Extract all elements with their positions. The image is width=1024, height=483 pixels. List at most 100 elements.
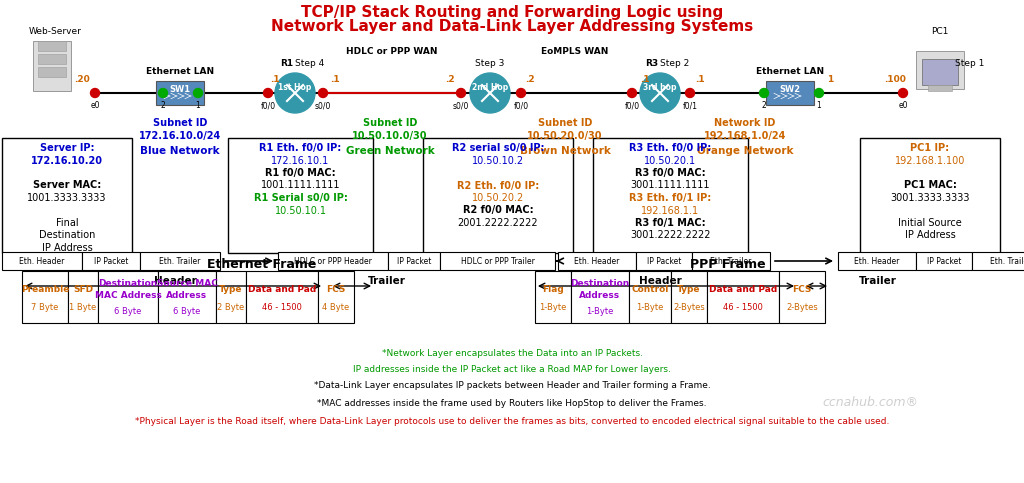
Text: Destination: Destination: [39, 230, 95, 241]
Text: 3001.1111.1111: 3001.1111.1111: [631, 181, 711, 190]
Circle shape: [628, 88, 637, 98]
Bar: [156, 81, 204, 105]
Text: 1001.3333.3333: 1001.3333.3333: [28, 193, 106, 203]
Text: IP Packet: IP Packet: [647, 256, 681, 266]
Text: .100: .100: [884, 75, 906, 85]
Text: Eth. Trailer: Eth. Trailer: [711, 256, 752, 266]
Text: Eth. Header: Eth. Header: [574, 256, 620, 266]
Bar: [38, 41, 66, 51]
Text: Subnet ID: Subnet ID: [153, 118, 207, 128]
Text: Orange Network: Orange Network: [696, 146, 794, 156]
Circle shape: [194, 88, 203, 98]
Bar: [2, 138, 132, 253]
Text: Destination: Destination: [98, 280, 158, 288]
Text: EoMPLS WAN: EoMPLS WAN: [542, 46, 608, 56]
Text: 2-Bytes: 2-Bytes: [786, 303, 818, 312]
Text: 10.50.10.2: 10.50.10.2: [472, 156, 524, 166]
Text: 1-Byte: 1-Byte: [540, 303, 566, 312]
Text: 10.50.10.0/30: 10.50.10.0/30: [352, 131, 428, 141]
Text: Trailer: Trailer: [368, 276, 406, 286]
Circle shape: [685, 88, 694, 98]
Text: 192.168.1.1: 192.168.1.1: [641, 205, 699, 215]
Circle shape: [898, 88, 907, 98]
Text: HDLC or PPP Trailer: HDLC or PPP Trailer: [461, 256, 535, 266]
Text: Brown Network: Brown Network: [519, 146, 610, 156]
Bar: [838, 252, 916, 270]
Text: FCS: FCS: [327, 284, 346, 294]
Text: Subnet ID: Subnet ID: [362, 118, 417, 128]
Circle shape: [275, 73, 315, 113]
Text: 172.16.10.1: 172.16.10.1: [271, 156, 330, 166]
Circle shape: [814, 88, 823, 98]
Text: Eth. Header: Eth. Header: [19, 256, 65, 266]
Text: 10.50.20.0/30: 10.50.20.0/30: [527, 131, 603, 141]
Bar: [860, 138, 1000, 253]
Text: Address: Address: [167, 291, 208, 300]
Text: Server IP:: Server IP:: [40, 143, 94, 153]
Bar: [246, 271, 318, 323]
Text: 1-Byte: 1-Byte: [587, 307, 613, 316]
Bar: [972, 252, 1024, 270]
Bar: [68, 271, 98, 323]
Bar: [916, 252, 972, 270]
Text: R3 f0/0 MAC:: R3 f0/0 MAC:: [635, 168, 706, 178]
Text: s0/0: s0/0: [453, 101, 469, 111]
Text: Network ID: Network ID: [715, 118, 776, 128]
Text: SW1: SW1: [169, 85, 190, 94]
Text: *Network Layer encapsulates the Data into an IP Packets.: *Network Layer encapsulates the Data int…: [382, 349, 642, 357]
Text: *Data-Link Layer encapsulates IP packets between Header and Trailer forming a Fr: *Data-Link Layer encapsulates IP packets…: [313, 381, 711, 389]
Bar: [423, 138, 573, 253]
Bar: [278, 252, 388, 270]
Text: Source MAC: Source MAC: [157, 280, 217, 288]
Circle shape: [90, 88, 99, 98]
Bar: [593, 138, 748, 253]
Text: SFD: SFD: [73, 284, 93, 294]
Bar: [692, 252, 770, 270]
Circle shape: [159, 88, 168, 98]
Text: Server MAC:: Server MAC:: [33, 181, 101, 190]
Text: R1 Serial s0/0 IP:: R1 Serial s0/0 IP:: [254, 193, 347, 203]
Text: 1 Byte: 1 Byte: [70, 303, 96, 312]
Text: PPP Frame: PPP Frame: [690, 258, 766, 271]
Bar: [140, 252, 220, 270]
Text: R3: R3: [645, 58, 658, 68]
Text: R3 Eth. f0/0 IP:: R3 Eth. f0/0 IP:: [630, 143, 712, 153]
Text: e0: e0: [898, 101, 907, 111]
Bar: [216, 271, 246, 323]
Bar: [318, 271, 354, 323]
Text: FCS: FCS: [793, 284, 812, 294]
Circle shape: [640, 73, 680, 113]
Text: Web-Server: Web-Server: [29, 27, 82, 35]
Text: Data and Pad: Data and Pad: [709, 284, 777, 294]
Text: Preamble: Preamble: [20, 284, 70, 294]
Text: Trailer: Trailer: [859, 276, 897, 286]
Text: *MAC addresses inside the frame used by Routers like HopStop to deliver the Fram: *MAC addresses inside the frame used by …: [317, 398, 707, 408]
Bar: [779, 271, 825, 323]
Text: f0/0: f0/0: [260, 101, 275, 111]
Bar: [440, 252, 555, 270]
Text: Ethernet Frame: Ethernet Frame: [207, 258, 316, 271]
Bar: [82, 252, 140, 270]
Bar: [558, 252, 636, 270]
Text: R2 serial s0/0 IP:: R2 serial s0/0 IP:: [452, 143, 544, 153]
Text: 172.16.10.0/24: 172.16.10.0/24: [139, 131, 221, 141]
Text: Green Network: Green Network: [346, 146, 434, 156]
Circle shape: [263, 88, 272, 98]
Text: 2nd Hop: 2nd Hop: [472, 83, 508, 91]
Text: 2-Bytes: 2-Bytes: [673, 303, 705, 312]
Bar: [2, 252, 82, 270]
Text: R2 f0/0 MAC:: R2 f0/0 MAC:: [463, 205, 534, 215]
Bar: [33, 41, 71, 91]
Text: 2: 2: [161, 101, 165, 111]
Text: HDLC or PPP Header: HDLC or PPP Header: [294, 256, 372, 266]
Text: Step 2: Step 2: [660, 58, 689, 68]
Text: 10.50.20.2: 10.50.20.2: [472, 193, 524, 203]
Text: 3001.3333.3333: 3001.3333.3333: [890, 193, 970, 203]
Text: IP Address: IP Address: [904, 230, 955, 241]
Text: Blue Network: Blue Network: [140, 146, 220, 156]
Text: Address: Address: [580, 291, 621, 300]
Text: 1: 1: [196, 101, 201, 111]
Text: PC1: PC1: [931, 27, 948, 35]
Text: .1: .1: [330, 75, 340, 85]
Text: Control: Control: [632, 284, 669, 294]
